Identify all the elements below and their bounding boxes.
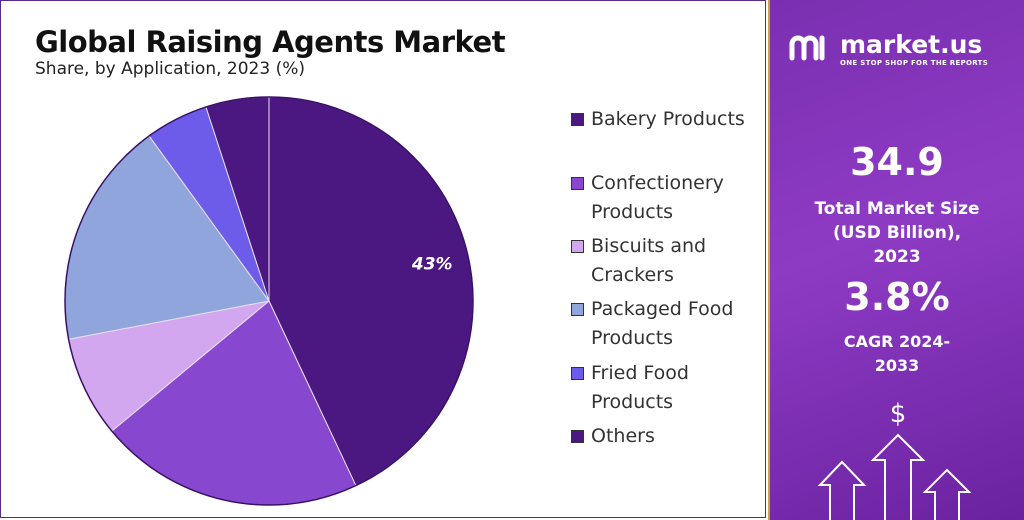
legend-label: Packaged Food Products xyxy=(591,298,734,349)
cagr: 3.8% xyxy=(844,275,950,319)
legend-swatch xyxy=(571,303,584,316)
legend-swatch xyxy=(571,240,584,253)
chart-title: Global Raising Agents Market xyxy=(35,25,506,59)
legend-item: Fried Food Products xyxy=(571,359,751,417)
growth-icon: $ xyxy=(817,400,972,520)
dollar-icon: $ xyxy=(890,400,907,429)
market-size: 34.9 xyxy=(850,140,944,184)
chart-area: Global Raising Agents Market Share, by A… xyxy=(0,0,766,518)
legend-swatch xyxy=(571,367,584,380)
legend-label: Fried Food Products xyxy=(591,362,689,413)
legend-label: Confectionery Products xyxy=(591,172,724,223)
cagr-label: CAGR 2024-2033 xyxy=(843,332,951,375)
legend-label: Others xyxy=(591,425,655,447)
legend-item: Others xyxy=(571,422,751,451)
data-label: 43% xyxy=(411,255,453,275)
pie-outline xyxy=(64,96,474,506)
legend-swatch xyxy=(571,113,584,126)
legend-item: Packaged Food Products xyxy=(571,295,751,353)
legend-item: Biscuits and Crackers xyxy=(571,232,751,290)
legend-label: Biscuits and Crackers xyxy=(591,235,707,286)
info-panel: market.us ONE STOP SHOP FOR THE REPORTS … xyxy=(768,0,1024,520)
market-size-label: Total Market Size (USD Billion), 2023 xyxy=(814,199,980,267)
brand-name: market.us xyxy=(840,30,983,59)
brand-logo xyxy=(789,35,825,61)
legend-item: Bakery Products xyxy=(571,105,751,134)
legend-swatch xyxy=(571,177,584,190)
pie-chart: 43% xyxy=(64,96,474,506)
brand-tagline: ONE STOP SHOP FOR THE REPORTS xyxy=(840,59,989,67)
legend-label: Bakery Products xyxy=(591,108,745,130)
legend-swatch xyxy=(571,430,584,443)
legend-item: Confectionery Products xyxy=(571,169,751,227)
chart-subtitle: Share, by Application, 2023 (%) xyxy=(35,59,305,79)
